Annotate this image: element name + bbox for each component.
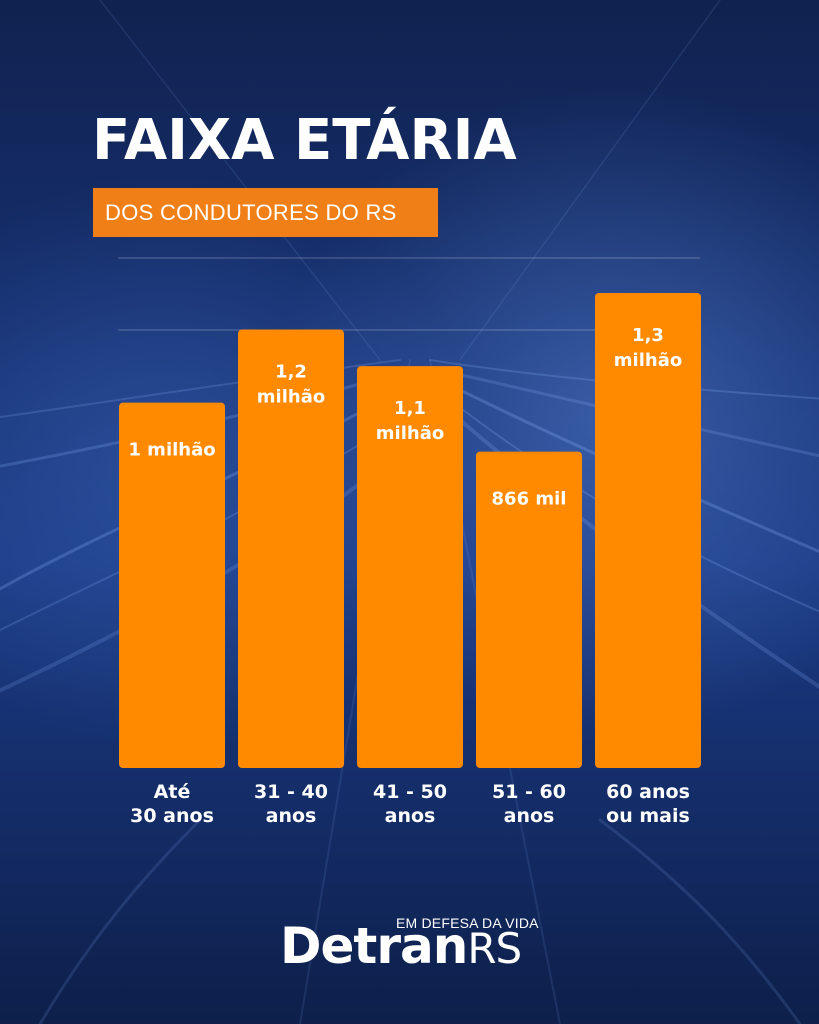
bar [476,451,582,768]
category-label-line: 51 - 60 [492,781,566,803]
bar [119,402,225,768]
category-label: 51 - 60 anos [459,780,599,828]
value-label: 1 milhão [128,440,215,461]
category-label-line: anos [503,805,555,827]
brand-name: DetranRS [280,917,522,975]
value-label-line: 1,1 [394,398,426,419]
subtitle-badge: DOS CONDUTORES DO RS [93,188,438,237]
category-label-line: 41 - 50 [373,781,447,803]
value-label-line: 866 mil [492,489,567,510]
category-label: 41 - 50 anos [340,780,480,828]
subtitle: DOS CONDUTORES DO RS [105,199,397,225]
page-title: FAIXA ETÁRIA [92,108,517,173]
category-label: 60 anos ou mais [578,780,718,828]
value-labels: 1 milhão 1,2 milhão 1,1 milhão 866 mil 1,3 milh… [128,325,682,510]
category-label-line: anos [265,805,317,827]
category-label-line: ou mais [606,805,690,827]
value-label-line: milhão [376,423,444,444]
value-label: 1,3 milhão [614,325,682,371]
brand-name-text: Detran [280,917,468,975]
brand-suffix: RS [467,924,522,973]
value-label: 1,2 milhão [257,362,325,408]
value-label-line: milhão [257,387,325,408]
brand-tagline: EM DEFESA DA VIDA [396,915,539,931]
category-label-line: anos [384,805,436,827]
category-label: Até 30 anos [102,780,242,828]
bar [595,293,701,768]
bars [119,293,701,768]
bar [357,366,463,768]
value-label: 1,1 milhão [376,398,444,444]
bar [238,329,344,768]
value-label-line: 1,3 [632,325,664,346]
category-label-line: 31 - 40 [254,781,328,803]
category-label: 31 - 40 anos [221,780,361,828]
value-label-line: 1 milhão [128,440,215,461]
value-label: 866 mil [492,489,567,510]
value-label-line: 1,2 [275,362,307,383]
category-label-line: 60 anos [606,781,690,803]
value-label-line: milhão [614,350,682,371]
category-label-line: 30 anos [130,805,214,827]
detran-logo: EM DEFESA DA VIDA DetranRS [280,915,550,985]
category-label-line: Até [153,781,191,803]
